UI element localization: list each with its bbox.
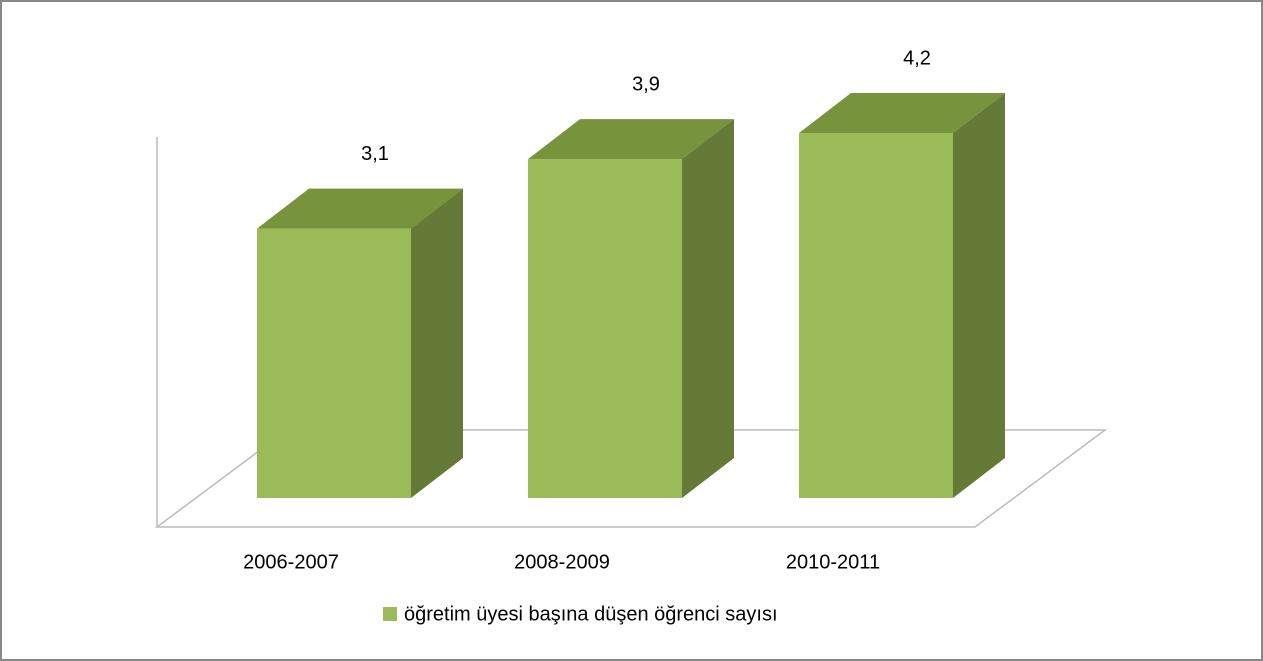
bar [257,228,411,499]
x-tick-label: 2008-2009 [514,551,610,573]
bar-top [257,188,463,229]
bar [799,133,953,498]
legend-swatch [383,607,397,621]
bar-top [799,93,1005,134]
data-label: 3,9 [632,73,660,95]
legend-label: öğretim üyesi başına düşen öğrenci sayıs… [404,603,778,625]
bar-top [528,119,734,160]
x-tick-label: 2006-2007 [243,551,339,573]
bar-side [953,93,1005,499]
bar-side [411,188,463,499]
x-tick-label: 2010-2011 [786,551,880,573]
bar [528,159,682,498]
bar-side [682,119,734,498]
data-label: 4,2 [903,47,931,69]
data-label: 3,1 [361,143,389,165]
